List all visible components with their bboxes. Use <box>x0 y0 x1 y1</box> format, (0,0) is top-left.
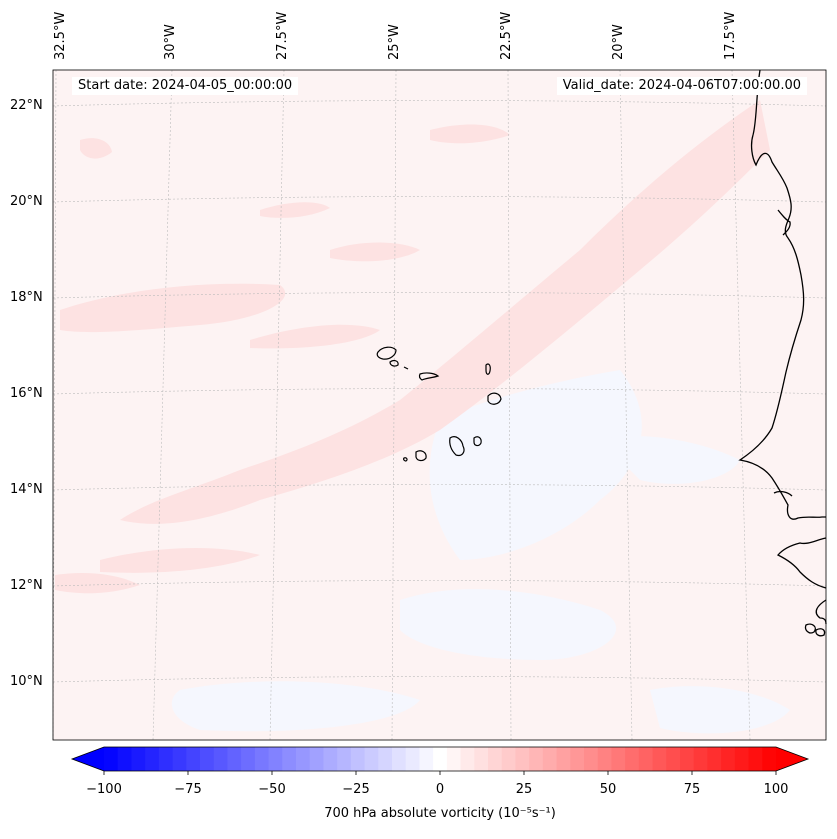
colorbar-tick-label: 100 <box>763 782 789 797</box>
colorbar-tick-label: 75 <box>683 782 701 797</box>
colorbar-tick-label: −75 <box>174 782 202 797</box>
colorbar-segment <box>652 747 667 771</box>
colorbar-segment <box>419 747 434 771</box>
colorbar-segment <box>638 747 654 771</box>
colorbar-segment <box>734 747 750 771</box>
lon-label-30w: 30°W <box>163 24 178 60</box>
colorbar-segment <box>515 747 530 771</box>
colorbar-tick-label: −100 <box>86 782 122 797</box>
sao-nicolau <box>418 372 440 381</box>
colorbar-segment <box>625 747 640 771</box>
lat-label-18n: 18°N <box>10 290 43 305</box>
colorbar-segment <box>556 747 571 771</box>
colorbar-segment <box>721 747 736 771</box>
colorbar-segment <box>172 747 187 771</box>
colorbar-segment <box>227 747 242 771</box>
colorbar-segment <box>446 747 462 771</box>
colorbar-tick-label: 50 <box>599 782 617 797</box>
colorbar-extend-high <box>776 747 808 771</box>
lat-label-22n: 22°N <box>10 98 43 113</box>
colorbar-segment <box>186 747 201 771</box>
colorbar-segment <box>693 747 708 771</box>
colorbar-segment <box>392 747 407 771</box>
bijagos-islands <box>804 623 826 637</box>
colorbar-segment <box>200 747 215 771</box>
colorbar-segment <box>570 747 585 771</box>
sao-vicente <box>389 359 399 367</box>
map-frame <box>52 69 827 741</box>
lon-label-27-5w: 27.5°W <box>275 11 290 60</box>
start-date-label: Start date: 2024-04-05_00:00:00 <box>72 77 299 95</box>
colorbar-segment <box>680 747 695 771</box>
lat-label-10n: 10°N <box>10 674 43 689</box>
colorbar-segment <box>309 747 324 771</box>
positive-vorticity-band <box>55 100 770 594</box>
colorbar-tick-label: −25 <box>342 782 370 797</box>
cape-verde-islands <box>376 346 502 462</box>
colorbar-segment <box>584 747 599 771</box>
santiago <box>449 436 465 457</box>
colorbar-segment <box>323 747 338 771</box>
colorbar-segment <box>597 747 612 771</box>
lon-label-25w: 25°W <box>387 24 402 60</box>
colorbar-segment <box>707 747 722 771</box>
santa-luzia <box>403 366 409 370</box>
lat-label-20n: 20°N <box>10 194 43 209</box>
colorbar-segment <box>213 747 228 771</box>
valid-date-label: Valid_date: 2024-04-06T07:00:00.00 <box>556 77 807 95</box>
colorbar-segment <box>542 747 558 771</box>
negative-vorticity-field <box>171 370 790 734</box>
colorbar-tick-label: 0 <box>435 782 445 797</box>
lon-label-17-5w: 17.5°W <box>723 11 738 60</box>
colorbar-segment <box>241 747 256 771</box>
lat-label-14n: 14°N <box>10 482 43 497</box>
gambia-inlet <box>773 490 793 497</box>
cape-verde-peninsula <box>777 209 791 236</box>
colorbar-segment <box>117 747 132 771</box>
colorbar-segment <box>350 747 366 771</box>
colorbar-segment <box>460 747 475 771</box>
colorbar-segment <box>529 747 544 771</box>
colorbar-segment <box>762 747 777 771</box>
colorbar <box>70 746 810 775</box>
lon-label-22-5w: 22.5°W <box>499 11 514 60</box>
boa-vista <box>487 392 502 405</box>
colorbar-segment <box>433 747 448 771</box>
colorbar-segment <box>158 747 174 771</box>
colorbar-segment <box>378 747 393 771</box>
colorbar-segment <box>405 747 420 771</box>
sal <box>485 363 491 375</box>
coastline <box>738 69 827 637</box>
colorbar-segment <box>282 747 297 771</box>
africa-coastline <box>738 69 826 520</box>
colorbar-label: 700 hPa absolute vorticity (10⁻⁵s⁻¹) <box>324 806 556 821</box>
lon-label-20w: 20°W <box>611 24 626 60</box>
colorbar-segment <box>337 747 352 771</box>
brava <box>403 457 408 462</box>
colorbar-segment <box>145 747 160 771</box>
santo-antao <box>376 346 397 360</box>
colorbar-segment <box>748 747 763 771</box>
lat-label-12n: 12°N <box>10 578 43 593</box>
fogo <box>415 450 427 462</box>
colorbar-tick-label: −50 <box>258 782 286 797</box>
colorbar-segment <box>364 747 379 771</box>
colorbar-segment <box>254 747 270 771</box>
colorbar-extend-low <box>72 747 104 771</box>
colorbar-segment <box>268 747 283 771</box>
colorbar-segment <box>131 747 146 771</box>
colorbar-segment <box>296 747 311 771</box>
colorbar-segment <box>611 747 626 771</box>
colorbar-segment <box>474 747 489 771</box>
maio <box>473 436 482 447</box>
lon-label-32-5w: 32.5°W <box>53 11 68 60</box>
colorbar-tick-label: 25 <box>515 782 533 797</box>
colorbar-segment <box>501 747 516 771</box>
coastline-south <box>776 537 827 589</box>
colorbar-segment <box>666 747 681 771</box>
colorbar-segment <box>104 747 119 771</box>
lat-label-16n: 16°N <box>10 386 43 401</box>
colorbar-segment <box>488 747 503 771</box>
